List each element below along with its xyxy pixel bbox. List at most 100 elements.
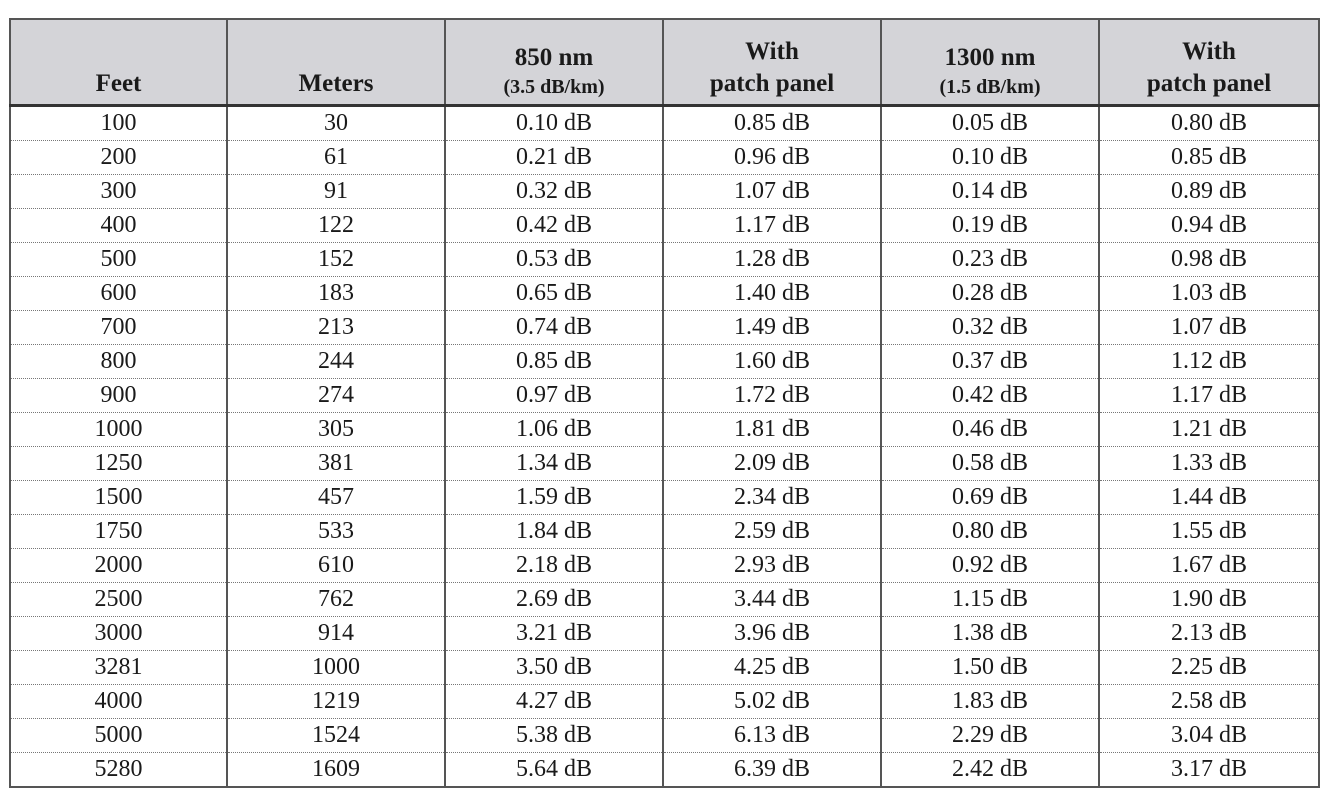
cell-1300nm-loss: 0.14 dB (880, 174, 1100, 209)
cell-1300nm-patch-loss: 0.94 dB (1098, 208, 1320, 243)
cell-1300nm-loss: 0.42 dB (880, 378, 1100, 413)
cell-1300nm-patch-loss: 1.03 dB (1098, 276, 1320, 311)
cell-1300nm-patch-loss: 1.21 dB (1098, 412, 1320, 447)
cell-meters: 1609 (226, 752, 446, 787)
table-row: 900 274 0.97 dB 1.72 dB 0.42 dB 1.17 dB (9, 378, 1320, 413)
cell-850nm-loss: 0.42 dB (444, 208, 664, 243)
cell-meters: 762 (226, 582, 446, 617)
cell-850nm-loss: 3.21 dB (444, 616, 664, 651)
cell-850nm-loss: 2.18 dB (444, 548, 664, 583)
cell-1300nm-patch-loss: 1.07 dB (1098, 310, 1320, 345)
cell-meters: 213 (226, 310, 446, 345)
table-row: 400 122 0.42 dB 1.17 dB 0.19 dB 0.94 dB (9, 208, 1320, 243)
cell-850nm-loss: 5.64 dB (444, 752, 664, 787)
cell-1300nm-patch-loss: 3.17 dB (1098, 752, 1320, 787)
cell-meters: 381 (226, 446, 446, 481)
cell-850nm-loss: 0.97 dB (444, 378, 664, 413)
cell-feet: 3000 (9, 616, 228, 651)
table-row: 1750 533 1.84 dB 2.59 dB 0.80 dB 1.55 dB (9, 514, 1320, 549)
cell-850nm-loss: 0.85 dB (444, 344, 664, 379)
cell-850nm-patch-loss: 1.40 dB (662, 276, 882, 311)
cell-1300nm-patch-loss: 1.90 dB (1098, 582, 1320, 617)
cell-1300nm-patch-loss: 1.17 dB (1098, 378, 1320, 413)
cell-850nm-patch-loss: 5.02 dB (662, 684, 882, 719)
header-label: Feet (95, 70, 142, 97)
cell-feet: 3281 (9, 650, 228, 685)
cell-850nm-patch-loss: 3.96 dB (662, 616, 882, 651)
cell-meters: 122 (226, 208, 446, 243)
table-row: 3000 914 3.21 dB 3.96 dB 1.38 dB 2.13 dB (9, 616, 1320, 651)
cell-meters: 1000 (226, 650, 446, 685)
table-container: Feet Meters 850 nm (3.5 dB/km) With patc… (9, 18, 1320, 788)
cell-850nm-patch-loss: 0.85 dB (662, 105, 882, 141)
cell-meters: 610 (226, 548, 446, 583)
header-label: 850 nm (514, 44, 594, 71)
cell-850nm-patch-loss: 1.07 dB (662, 174, 882, 209)
cell-meters: 61 (226, 140, 446, 175)
table-row: 800 244 0.85 dB 1.60 dB 0.37 dB 1.12 dB (9, 344, 1320, 379)
cell-feet: 300 (9, 174, 228, 209)
table-row: 100 30 0.10 dB 0.85 dB 0.05 dB 0.80 dB (9, 105, 1320, 141)
table-row: 2500 762 2.69 dB 3.44 dB 1.15 dB 1.90 dB (9, 582, 1320, 617)
cell-1300nm-patch-loss: 2.13 dB (1098, 616, 1320, 651)
table-row: 700 213 0.74 dB 1.49 dB 0.32 dB 1.07 dB (9, 310, 1320, 345)
cell-feet: 500 (9, 242, 228, 277)
cell-meters: 91 (226, 174, 446, 209)
cell-1300nm-patch-loss: 0.85 dB (1098, 140, 1320, 175)
cell-feet: 1000 (9, 412, 228, 447)
cell-1300nm-loss: 0.46 dB (880, 412, 1100, 447)
cell-meters: 914 (226, 616, 446, 651)
cell-feet: 200 (9, 140, 228, 175)
header-label: 1300 nm (944, 44, 1036, 71)
cell-meters: 152 (226, 242, 446, 277)
cell-1300nm-loss: 0.37 dB (880, 344, 1100, 379)
cell-1300nm-patch-loss: 0.98 dB (1098, 242, 1320, 277)
cell-1300nm-loss: 1.83 dB (880, 684, 1100, 719)
cell-1300nm-loss: 2.29 dB (880, 718, 1100, 753)
cell-850nm-loss: 1.84 dB (444, 514, 664, 549)
cell-1300nm-loss: 0.05 dB (880, 105, 1100, 141)
cell-850nm-patch-loss: 2.59 dB (662, 514, 882, 549)
cell-1300nm-loss: 0.92 dB (880, 548, 1100, 583)
cell-meters: 1524 (226, 718, 446, 753)
cell-feet: 100 (9, 105, 228, 141)
table-row: 3281 1000 3.50 dB 4.25 dB 1.50 dB 2.25 dB (9, 650, 1320, 685)
cell-1300nm-patch-loss: 0.80 dB (1098, 105, 1320, 141)
cell-850nm-loss: 5.38 dB (444, 718, 664, 753)
cell-feet: 1250 (9, 446, 228, 481)
table-row: 1500 457 1.59 dB 2.34 dB 0.69 dB 1.44 dB (9, 480, 1320, 515)
cell-850nm-patch-loss: 1.49 dB (662, 310, 882, 345)
cell-850nm-loss: 4.27 dB (444, 684, 664, 719)
cell-850nm-patch-loss: 1.60 dB (662, 344, 882, 379)
header-sublabel: (3.5 dB/km) (503, 76, 605, 98)
cell-850nm-loss: 1.06 dB (444, 412, 664, 447)
cell-850nm-loss: 1.34 dB (444, 446, 664, 481)
header-feet: Feet (9, 19, 228, 107)
table-row: 200 61 0.21 dB 0.96 dB 0.10 dB 0.85 dB (9, 140, 1320, 175)
cell-850nm-loss: 0.32 dB (444, 174, 664, 209)
header-1300nm-patch-panel: With patch panel (1098, 19, 1320, 107)
table-row: 500 152 0.53 dB 1.28 dB 0.23 dB 0.98 dB (9, 242, 1320, 277)
table-body: 100 30 0.10 dB 0.85 dB 0.05 dB 0.80 dB 200 61 0.… (9, 105, 1320, 787)
cell-meters: 274 (226, 378, 446, 413)
cell-1300nm-loss: 0.32 dB (880, 310, 1100, 345)
cell-meters: 457 (226, 480, 446, 515)
cell-feet: 400 (9, 208, 228, 243)
cell-850nm-loss: 2.69 dB (444, 582, 664, 617)
cell-850nm-patch-loss: 1.81 dB (662, 412, 882, 447)
cell-1300nm-patch-loss: 1.33 dB (1098, 446, 1320, 481)
table-row: 4000 1219 4.27 dB 5.02 dB 1.83 dB 2.58 dB (9, 684, 1320, 719)
cell-meters: 1219 (226, 684, 446, 719)
cell-1300nm-loss: 0.58 dB (880, 446, 1100, 481)
cell-meters: 305 (226, 412, 446, 447)
cell-850nm-patch-loss: 1.72 dB (662, 378, 882, 413)
cell-meters: 244 (226, 344, 446, 379)
cell-meters: 30 (226, 105, 446, 141)
table-row: 300 91 0.32 dB 1.07 dB 0.14 dB 0.89 dB (9, 174, 1320, 209)
header-meters: Meters (226, 19, 446, 107)
header-850nm-patch-panel: With patch panel (662, 19, 882, 107)
cell-850nm-patch-loss: 2.09 dB (662, 446, 882, 481)
cell-feet: 2000 (9, 548, 228, 583)
header-row: Feet Meters 850 nm (3.5 dB/km) With patc… (9, 19, 1320, 107)
header-sublabel: (1.5 dB/km) (939, 76, 1041, 98)
